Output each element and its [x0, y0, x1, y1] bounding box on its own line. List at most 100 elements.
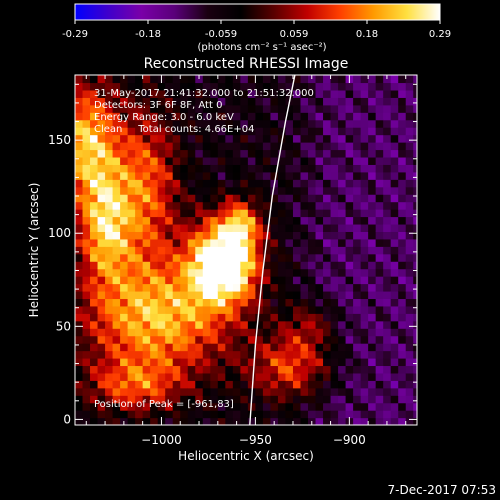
- heatmap-cell: [375, 127, 384, 136]
- heatmap-cell: [180, 112, 189, 121]
- heatmap-cell: [180, 410, 189, 419]
- heatmap-cell: [360, 97, 369, 106]
- heatmap-cell: [210, 179, 219, 188]
- heatmap-cell: [360, 209, 369, 218]
- heatmap-cell: [165, 343, 174, 352]
- heatmap-cell: [285, 380, 294, 389]
- heatmap-cell: [413, 261, 417, 270]
- heatmap-cell: [97, 350, 106, 359]
- heatmap-cell: [142, 305, 151, 314]
- heatmap-cell: [390, 134, 399, 143]
- heatmap-cell: [232, 164, 241, 173]
- heatmap-cell: [75, 149, 84, 158]
- heatmap-cell: [360, 149, 369, 158]
- heatmap-cell: [405, 350, 414, 359]
- heatmap-cell: [127, 194, 136, 203]
- chart-title: Reconstructed RHESSI Image: [144, 56, 349, 72]
- heatmap-cell: [135, 320, 144, 329]
- heatmap-cell: [247, 119, 256, 128]
- heatmap-cell: [255, 357, 264, 367]
- heatmap-cell: [90, 417, 99, 425]
- heatmap-cell: [180, 134, 189, 143]
- heatmap-cell: [353, 179, 362, 188]
- heatmap-cell: [90, 209, 99, 218]
- heatmap-cell: [308, 194, 317, 203]
- heatmap-cell: [323, 350, 332, 359]
- heatmap-cell: [120, 142, 129, 151]
- heatmap-cell: [368, 276, 377, 285]
- heatmap-cell: [82, 89, 91, 98]
- heatmap-cell: [82, 276, 91, 285]
- heatmap-cell: [97, 149, 106, 158]
- heatmap-cell: [142, 186, 151, 195]
- heatmap-cell: [277, 268, 287, 277]
- heatmap-cell: [180, 75, 189, 84]
- heatmap-cell: [330, 268, 339, 277]
- heatmap-cell: [255, 119, 264, 128]
- heatmap-cell: [112, 268, 121, 277]
- heatmap-cell: [285, 223, 294, 232]
- heatmap-cell: [255, 313, 264, 322]
- heatmap-cell: [112, 82, 121, 91]
- heatmap-cell: [262, 283, 272, 292]
- heatmap-cell: [315, 320, 324, 329]
- heatmap-cell: [285, 357, 294, 367]
- heatmap-cell: [105, 97, 114, 106]
- heatmap-cell: [232, 268, 241, 277]
- heatmap-cell: [262, 305, 272, 314]
- heatmap-cell: [368, 179, 377, 188]
- heatmap-cell: [210, 223, 219, 232]
- heatmap-cell: [112, 97, 121, 106]
- heatmap-cell: [262, 75, 272, 84]
- heatmap-cell: [368, 201, 377, 210]
- heatmap-cell: [262, 201, 272, 210]
- heatmap-cell: [217, 253, 226, 262]
- heatmap-cell: [247, 209, 256, 218]
- heatmap-cell: [202, 164, 211, 173]
- heatmap-cell: [353, 209, 362, 218]
- heatmap-cell: [383, 357, 392, 367]
- heatmap-cell: [300, 290, 309, 300]
- heatmap-cell: [82, 402, 91, 411]
- heatmap-cell: [195, 75, 204, 84]
- heatmap-cell: [390, 89, 399, 98]
- heatmap-cell: [225, 335, 234, 344]
- heatmap-cell: [390, 75, 399, 84]
- heatmap-cell: [390, 112, 399, 121]
- heatmap-cell: [390, 320, 399, 329]
- heatmap-cell: [150, 112, 159, 121]
- heatmap-cell: [383, 395, 392, 404]
- heatmap-cell: [277, 343, 287, 352]
- heatmap-cell: [308, 209, 317, 218]
- heatmap-cell: [338, 298, 347, 307]
- heatmap-cell: [345, 231, 354, 240]
- heatmap-cell: [135, 119, 144, 128]
- heatmap-cell: [285, 201, 294, 210]
- heatmap-cell: [270, 387, 279, 396]
- heatmap-cell: [135, 164, 144, 173]
- heatmap-cell: [308, 149, 317, 158]
- heatmap-cell: [135, 290, 144, 300]
- heatmap-cell: [75, 89, 84, 98]
- heatmap-cell: [345, 238, 354, 247]
- heatmap-cell: [105, 268, 114, 277]
- heatmap-cell: [330, 372, 339, 381]
- heatmap-cell: [105, 313, 114, 322]
- heatmap-cell: [255, 402, 264, 411]
- heatmap-cell: [383, 372, 392, 381]
- heatmap-cell: [217, 119, 226, 128]
- heatmap-cell: [75, 372, 84, 381]
- heatmap-cell: [105, 395, 114, 404]
- heatmap-cell: [187, 75, 196, 84]
- heatmap-cell: [195, 298, 204, 307]
- heatmap-cell: [262, 179, 272, 188]
- heatmap-cell: [150, 276, 159, 285]
- heatmap-cell: [383, 231, 392, 240]
- heatmap-cell: [232, 372, 241, 381]
- heatmap-cell: [338, 335, 347, 344]
- heatmap-cell: [142, 149, 151, 158]
- heatmap-cell: [217, 261, 226, 270]
- heatmap-cell: [308, 216, 317, 225]
- heatmap-cell: [165, 127, 174, 136]
- heatmap-cell: [308, 238, 317, 247]
